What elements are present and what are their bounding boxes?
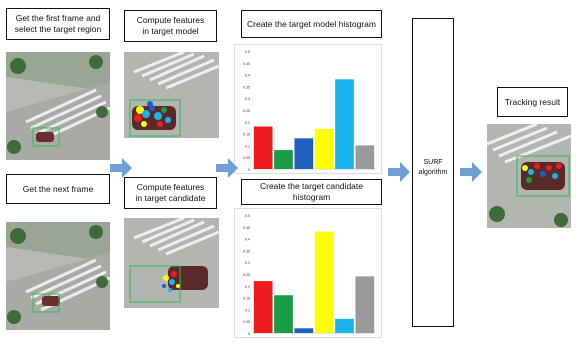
model-histogram-svg: 0 0.05 0.1 0.15 0.2 0.25 0.3 0.35 0.4 0.45 0.5 (243, 50, 375, 172)
next-frame-label: Get the next frame (6, 174, 110, 204)
candidate-histogram-chart: 0 0.05 0.1 0.15 0.2 0.25 0.3 0.35 0.4 0.45 0.5 (234, 208, 382, 338)
candidate-features-image (124, 218, 219, 308)
first-frame-image (6, 52, 110, 160)
y-tick-label: 0.15 (243, 133, 250, 137)
histogram-bar-6 (355, 145, 375, 169)
tracking-result-image (487, 124, 571, 228)
y-tick-label: 0.4 (245, 74, 250, 78)
histogram-bar-1 (253, 281, 273, 333)
histogram-bar-4 (314, 231, 334, 333)
compute-model-label: Compute features in target model (124, 10, 217, 42)
histogram-bar-3 (294, 328, 314, 333)
y-tick-label: 0.05 (243, 156, 250, 160)
y-tick-label: 0.35 (243, 85, 250, 89)
surf-algorithm-box (412, 18, 454, 327)
y-tick-label: 0.45 (243, 226, 250, 230)
y-tick-label: 0.25 (243, 273, 250, 277)
model-histogram-label: Create the target model histogram (241, 10, 382, 38)
model-features-image (124, 52, 219, 138)
histogram-bar-2 (274, 295, 293, 333)
y-tick-label: 0.45 (243, 62, 250, 66)
surf-algorithm-label: SURF algorithm (418, 159, 448, 176)
tracking-result-label: Tracking result (497, 87, 568, 117)
y-tick-label: 0.3 (245, 97, 250, 101)
y-tick-label: 0.15 (243, 297, 250, 301)
y-tick-label: 0.4 (245, 238, 250, 242)
y-tick-label: 0.5 (245, 50, 250, 54)
histogram-bar-4 (314, 128, 334, 169)
next-frame-image (6, 222, 110, 330)
candidate-histogram-svg: 0 0.05 0.1 0.15 0.2 0.25 0.3 0.35 0.4 0.45 0.5 (243, 214, 375, 336)
y-tick-label: 0.35 (243, 249, 250, 253)
histogram-bar-5 (335, 318, 354, 333)
y-tick-label: 0.2 (245, 121, 250, 125)
model-histogram-chart: 0 0.05 0.1 0.15 0.2 0.25 0.3 0.35 0.4 0.45 0.5 (234, 44, 382, 174)
histogram-bar-5 (335, 79, 354, 169)
y-tick-label: 0.25 (243, 109, 250, 113)
y-tick-label: 0.3 (245, 261, 250, 265)
arrow-histogram-to-surf (388, 162, 410, 182)
histogram-bar-1 (253, 126, 273, 169)
histogram-bar-6 (355, 276, 375, 333)
y-tick-label: 0.1 (245, 308, 250, 312)
arrow-surf-to-result (460, 162, 482, 182)
candidate-histogram-label: Create the target candidate histogram (241, 179, 382, 205)
first-frame-label: Get the first frame and select the targe… (6, 8, 110, 40)
y-tick-label: 0 (248, 332, 250, 336)
arrow-features-to-histogram (216, 158, 238, 178)
histogram-bar-3 (294, 138, 314, 169)
arrow-frame-to-features (110, 158, 132, 178)
y-tick-label: 0.5 (245, 214, 250, 218)
y-tick-label: 0.1 (245, 144, 250, 148)
compute-candidate-label: Compute features in target candidate (124, 177, 217, 209)
y-tick-label: 0 (248, 168, 250, 172)
y-tick-label: 0.05 (243, 320, 250, 324)
histogram-bar-2 (274, 150, 293, 169)
y-tick-label: 0.2 (245, 285, 250, 289)
